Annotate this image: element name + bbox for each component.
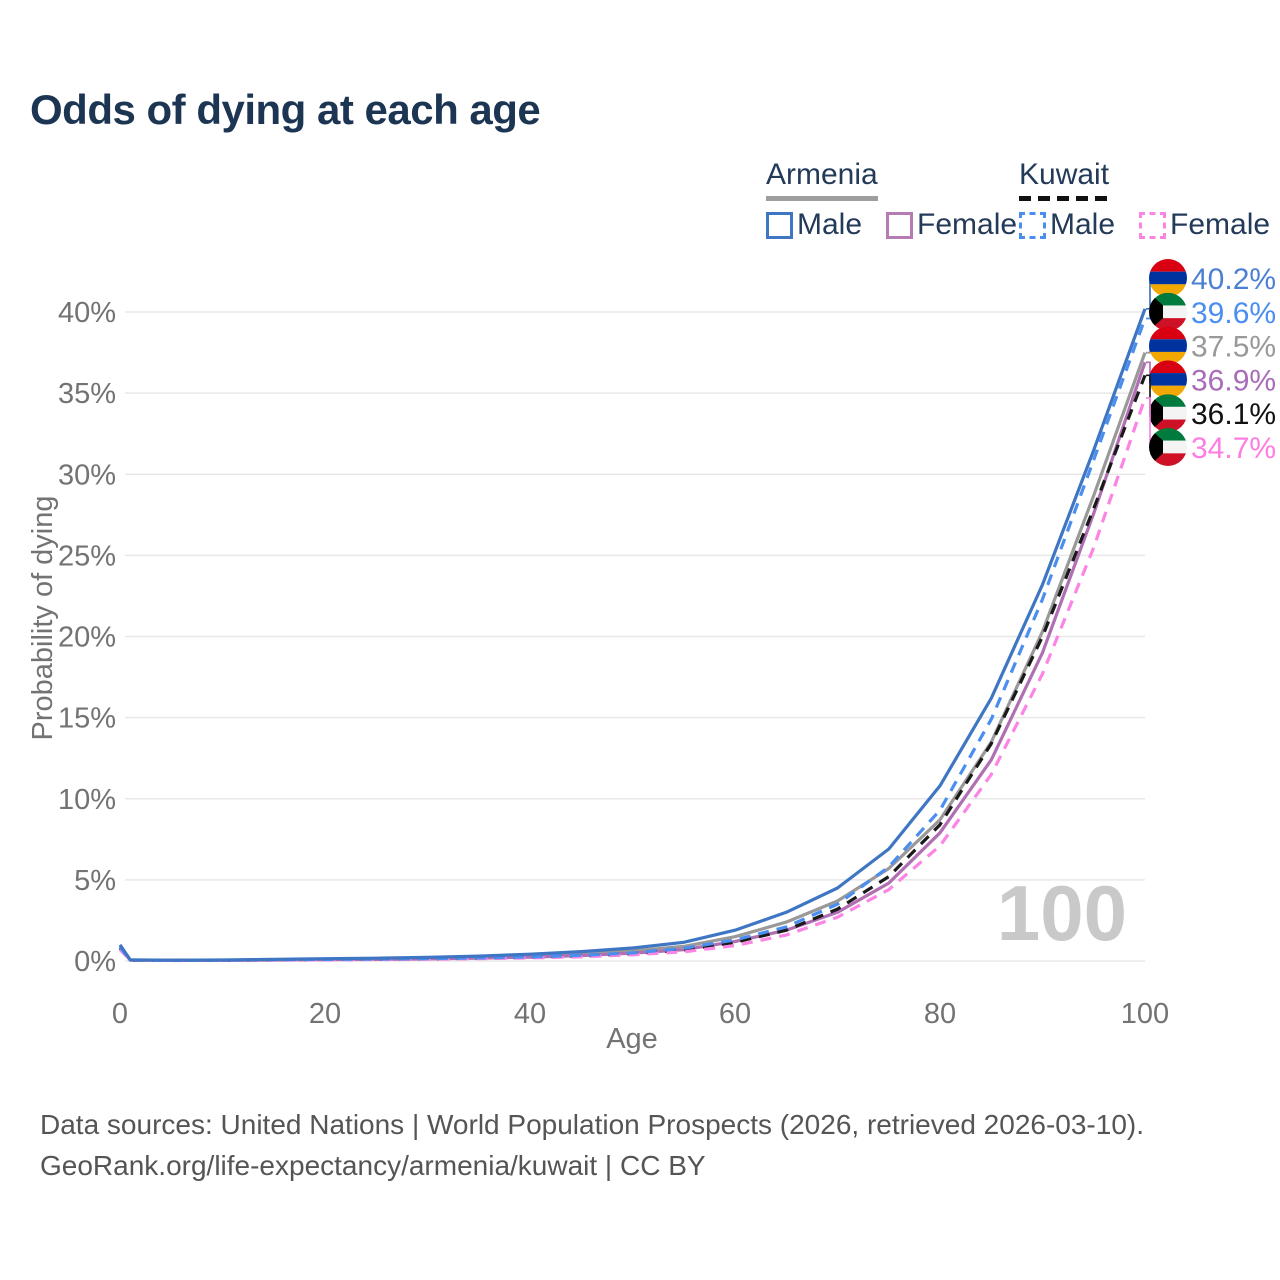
series-line-kuwait-both [118, 374, 1147, 962]
armenia-female-swatch-icon [886, 211, 914, 239]
end-value-label-armenia-male: 40.2% [1191, 263, 1276, 296]
footer-sources: Data sources: United Nations | World Pop… [40, 1104, 1144, 1186]
legend-country-kuwait[interactable]: Kuwait [1019, 158, 1110, 201]
y-tick-label-5: 5% [74, 865, 116, 897]
kuwait-male-swatch-icon [1019, 211, 1046, 239]
flag-kuwait-icon [1149, 394, 1187, 433]
legend-group-kuwait: Kuwait Male Female [1019, 158, 1270, 242]
legend-item-armenia-male[interactable]: Male [766, 208, 862, 242]
flag-trapezoid-black [1149, 428, 1163, 466]
legend-item-kuwait-female[interactable]: Female [1139, 208, 1270, 242]
flag-trapezoid-black [1149, 292, 1163, 331]
series-line-kuwait-female [118, 397, 1147, 963]
flag-armenia-icon [1149, 360, 1187, 399]
x-tick-label-60: 60 [719, 998, 751, 1030]
legend-entries-armenia: Male Female [766, 208, 1017, 242]
series-line-kuwait-male [118, 317, 1147, 962]
armenia-line-style-sample [766, 196, 878, 201]
flag-band-red [1149, 326, 1187, 340]
attribution-line: GeoRank.org/life-expectancy/armenia/kuwa… [40, 1150, 706, 1181]
armenia-male-swatch-icon [766, 211, 793, 239]
data-sources-line: Data sources: United Nations | World Pop… [40, 1109, 1145, 1140]
end-value-label-armenia-female: 36.9% [1191, 364, 1276, 397]
end-value-label-kuwait-female: 34.7% [1191, 432, 1276, 465]
y-axis-label: Probability of dying [27, 495, 59, 740]
flag-band-red [1149, 360, 1187, 374]
x-tick-label-20: 20 [309, 998, 341, 1030]
legend-country-kuwait-label: Kuwait [1019, 158, 1110, 191]
legend-country-armenia-label: Armenia [766, 158, 878, 191]
flag-band-blue [1149, 271, 1187, 285]
x-tick-label-40: 40 [514, 998, 546, 1030]
legend-item-armenia-female[interactable]: Female [886, 208, 1017, 242]
end-value-label-kuwait-both: 36.1% [1191, 398, 1276, 431]
flag-band-orange [1149, 284, 1187, 297]
kuwait-line-style-sample [1019, 196, 1110, 201]
age-watermark: 100 [997, 869, 1127, 957]
y-tick-label-30: 30% [58, 459, 116, 491]
flag-kuwait-icon [1149, 292, 1187, 331]
series-line-armenia-male [118, 308, 1147, 962]
y-tick-label-10: 10% [58, 784, 116, 816]
y-tick-label-35: 35% [58, 378, 116, 410]
flag-kuwait-icon [1149, 428, 1187, 466]
y-tick-label-25: 25% [58, 540, 116, 572]
legend-item-kuwait-male[interactable]: Male [1019, 208, 1115, 242]
flag-band-red [1149, 259, 1187, 272]
legend-country-armenia[interactable]: Armenia [766, 158, 878, 201]
armenia-male-label: Male [797, 208, 863, 241]
y-tick-label-15: 15% [58, 703, 116, 735]
kuwait-female-swatch-icon [1139, 211, 1167, 239]
flag-armenia-icon [1149, 259, 1187, 297]
end-value-label-armenia-both: 37.5% [1191, 331, 1276, 364]
legend-group-armenia: Armenia Male Female [766, 158, 1017, 242]
series-line-armenia-female [118, 361, 1147, 962]
flag-band-blue [1149, 339, 1187, 352]
kuwait-female-label: Female [1170, 208, 1271, 241]
flag-band-orange [1149, 385, 1187, 399]
end-value-label-kuwait-male: 39.6% [1191, 297, 1276, 330]
y-tick-label-20: 20% [58, 622, 116, 654]
x-axis-label: Age [606, 1023, 658, 1055]
armenia-female-label: Female [917, 208, 1018, 241]
flag-trapezoid-black [1149, 394, 1163, 433]
page-title: Odds of dying at each age [30, 86, 541, 133]
x-tick-label-100: 100 [1121, 998, 1169, 1030]
y-tick-label-40: 40% [58, 297, 116, 329]
x-tick-label-80: 80 [924, 998, 956, 1030]
flag-band-orange [1149, 351, 1187, 365]
flag-band-blue [1149, 373, 1187, 386]
x-tick-label-0: 0 [112, 998, 128, 1030]
y-tick-label-0: 0% [74, 946, 116, 978]
flag-armenia-icon [1149, 326, 1187, 365]
legend-entries-kuwait: Male Female [1019, 208, 1270, 242]
kuwait-male-label: Male [1050, 208, 1116, 241]
series-line-armenia-both [118, 352, 1147, 962]
